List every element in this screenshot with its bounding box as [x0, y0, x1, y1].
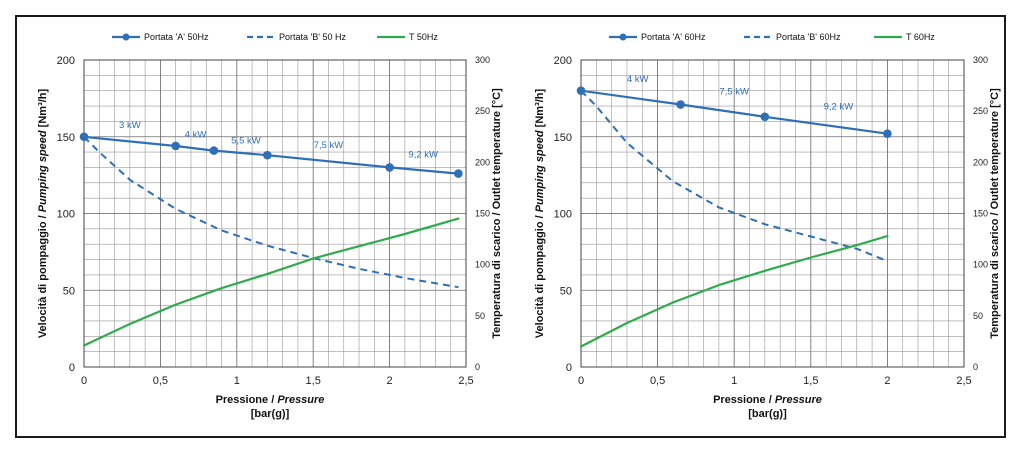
y-left-tick-label: 100 [554, 209, 572, 221]
legend-item: T 60Hz [874, 32, 935, 42]
legend-label: T 50Hz [409, 32, 438, 42]
y-left-tick-label: 150 [57, 132, 75, 144]
series-line-2 [83, 136, 459, 289]
x-axis-unit: [bar(g)] [251, 408, 290, 420]
series-point [385, 163, 394, 172]
y-left-axis-title-unit: [Nm³/h] [534, 88, 546, 130]
x-tick-label: 2 [884, 375, 890, 387]
legend-marker [122, 33, 130, 41]
power-annotation: 7,5 kW [719, 86, 749, 97]
series-point [209, 146, 219, 155]
x-tick-label: 0 [81, 375, 87, 387]
y-left-axis-title-italic: Pumping speed [534, 130, 546, 212]
y-right-tick-label: 100 [973, 260, 988, 270]
y-right-tick-label: 200 [475, 157, 490, 167]
x-tick-label: 0,5 [650, 375, 665, 387]
y-right-tick-label: 150 [475, 209, 490, 219]
y-left-tick-label: 200 [554, 55, 572, 67]
power-annotation: 9,2 kW [824, 102, 854, 113]
series-line-2 [580, 89, 888, 263]
y-left-tick-label: 200 [57, 55, 75, 67]
y-right-tick-label: 0 [973, 362, 978, 372]
power-annotation: 7,5 kW [314, 140, 344, 151]
y-right-tick-label: 250 [475, 106, 490, 116]
x-axis-title: Pressione / Pressure [713, 394, 822, 406]
y-left-tick-label: 100 [57, 209, 75, 221]
legend-label: Portata 'B' 50 Hz [279, 32, 346, 42]
x-tick-label: 2 [387, 375, 393, 387]
y-left-tick-label: 50 [560, 285, 572, 297]
x-axis-title-italic: Pressure [277, 394, 324, 406]
y-right-tick-label: 300 [475, 55, 490, 65]
legend-label: T 60Hz [906, 32, 935, 42]
x-axis-title: Pressione / Pressure [216, 394, 325, 406]
x-axis-title-italic: Pressure [775, 394, 822, 406]
series-line-3 [579, 234, 889, 348]
legend-item: T 50Hz [377, 32, 438, 42]
x-tick-label: 2,5 [458, 375, 473, 387]
power-annotation: 3 kW [119, 120, 141, 131]
y-right-tick-label: 50 [973, 311, 983, 321]
power-annotation: 4 kW [185, 129, 207, 140]
legend-item: Portata 'A' 50Hz [112, 32, 209, 42]
y-left-axis-title-text: Velocità di pompaggio / [37, 212, 49, 338]
x-axis-title-text: Pressione / [713, 394, 775, 406]
major-gridlines [581, 60, 964, 367]
x-tick-label: 0,5 [153, 375, 168, 387]
y-right-tick-label: 150 [973, 209, 988, 219]
chart-panel-1: 0 0,5 1 1,5 2 2,50501001502000501001502002503… [37, 32, 503, 420]
y-left-axis-title-unit: [Nm³/h] [37, 88, 49, 130]
y-left-axis-title: Velocità di pompaggio / Pumping speed [N… [534, 88, 546, 338]
x-axis-title-text: Pressione / [216, 394, 278, 406]
power-annotation: 4 kW [627, 74, 649, 85]
plot-border [83, 59, 467, 368]
legend-item: Portata 'B' 50 Hz [247, 32, 346, 42]
y-left-tick-label: 0 [69, 362, 75, 374]
series-point [883, 129, 892, 138]
series-point [760, 112, 770, 122]
y-right-tick-label: 50 [475, 311, 485, 321]
legend-item: Portata 'A' 60Hz [609, 32, 706, 42]
series-line-1 [82, 135, 460, 175]
y-left-axis-title: Velocità di pompaggio / Pumping speed [N… [37, 88, 49, 338]
y-right-axis-title: Temperatura di scarico / Outlet temperat… [989, 88, 1001, 339]
legend-marker [619, 33, 627, 41]
y-right-tick-label: 300 [973, 55, 988, 65]
x-tick-label: 1,5 [306, 375, 321, 387]
y-left-axis-title-italic: Pumping speed [37, 130, 49, 212]
series-point [676, 100, 685, 109]
x-axis-unit: [bar(g)] [748, 408, 787, 420]
y-left-tick-label: 50 [63, 285, 75, 297]
y-left-tick-label: 0 [566, 362, 572, 374]
y-right-tick-label: 250 [973, 106, 988, 116]
series-point [263, 150, 272, 160]
series-line-1 [579, 89, 889, 135]
power-annotation: 5,5 kW [231, 135, 261, 146]
y-left-tick-label: 150 [554, 132, 572, 144]
series-point [171, 141, 180, 151]
series-line-3 [82, 217, 460, 347]
major-gridlines [84, 60, 466, 367]
x-tick-label: 1 [234, 375, 240, 387]
y-left-axis-title-text: Velocità di pompaggio / [534, 212, 546, 338]
y-right-axis-title: Temperatura di scarico / Outlet temperat… [491, 88, 503, 339]
series-point [454, 169, 463, 178]
x-tick-label: 1,5 [803, 375, 818, 387]
x-tick-label: 2,5 [956, 375, 971, 387]
power-annotation: 9,2 kW [408, 149, 438, 160]
legend-item: Portata 'B' 60Hz [744, 32, 841, 42]
x-tick-label: 1 [731, 375, 737, 387]
legend-label: Portata 'A' 60Hz [641, 32, 706, 42]
x-tick-label: 0 [578, 375, 584, 387]
legend-label: Portata 'A' 50Hz [144, 32, 209, 42]
y-right-tick-label: 0 [475, 362, 480, 372]
plot-border [580, 59, 965, 368]
y-right-tick-label: 100 [475, 260, 490, 270]
legend-label: Portata 'B' 60Hz [776, 32, 841, 42]
y-right-tick-label: 200 [973, 157, 988, 167]
chart-panel-2: 0 0,5 1 1,5 2 2,50501001502000501001502002503… [534, 32, 1001, 420]
